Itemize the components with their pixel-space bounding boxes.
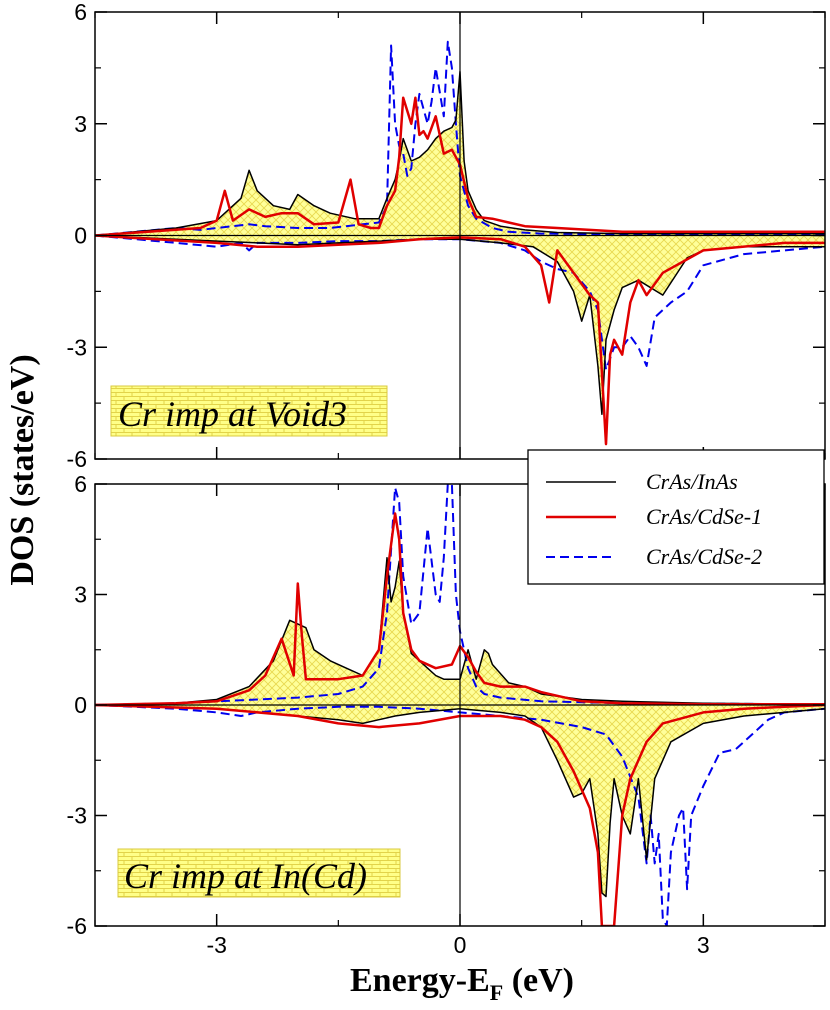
series-line-crascdse2-up [95, 40, 825, 237]
legend-label-crascdse1: CrAs/CdSe-1 [646, 504, 762, 529]
panel-in-cd: -6 -3 0 3 6 -3 0 3 Cr imp at In(Cd) [67, 471, 826, 958]
y-tick-label: -3 [67, 334, 87, 360]
x-axis-title-main: Energy-E [350, 962, 490, 999]
panel-void3: -6 -3 0 3 6 Cr imp at Void3 [67, 0, 826, 472]
y-tick-label: -6 [67, 913, 87, 939]
series-line-crascdse1-up [95, 512, 825, 707]
series-line-crasinas-down [95, 234, 825, 416]
series-line-crascdse1-up [95, 96, 825, 237]
legend-box [527, 449, 825, 585]
panel-void3-reference-lines [95, 12, 825, 459]
x-axis-title: Energy-EF (eV) [350, 962, 574, 1005]
panel-void3-curve-layer [95, 40, 825, 446]
y-tick-label: 3 [74, 582, 87, 608]
y-tick-label: 0 [74, 223, 87, 249]
y-tick-label: -3 [67, 803, 87, 829]
panel-in-cd-label-box: Cr imp at In(Cd) [117, 848, 401, 898]
x-axis-title-unit: (eV) [503, 962, 574, 999]
y-tick-label: 6 [74, 0, 87, 25]
panel-in-cd-frame [94, 483, 826, 927]
series-line-crascdse1-down [95, 234, 825, 446]
panel-void3-label-box: Cr imp at Void3 [110, 385, 388, 437]
panel-void3-label: Cr imp at Void3 [118, 394, 347, 434]
legend-label-crascdse2: CrAs/CdSe-2 [646, 544, 762, 569]
y-tick-label: 6 [74, 471, 87, 497]
y-axis-title: DOS (states/eV) [4, 354, 41, 585]
panel-void3-frame [94, 11, 826, 460]
series-line-crasinas-up [95, 70, 825, 237]
x-axis-title-subscript: F [490, 980, 503, 1005]
fill-area-crasinas-down [95, 235, 825, 415]
fill-area-crasinas-up [95, 557, 825, 705]
series-line-crasinas-down [95, 704, 825, 898]
x-tick-label: 3 [697, 932, 710, 958]
panel-in-cd-label: Cr imp at In(Cd) [124, 856, 367, 896]
panel-in-cd-curve-layer [95, 484, 825, 926]
legend-label-crasinas: CrAs/InAs [646, 469, 738, 494]
y-tick-label: -6 [67, 446, 87, 472]
y-tick-label: 3 [74, 111, 87, 137]
x-tick-label: 0 [454, 932, 467, 958]
panel-in-cd-reference-lines [95, 484, 825, 926]
series-line-crascdse1-down [95, 703, 825, 926]
x-tick-label: -3 [206, 932, 226, 958]
legend: CrAs/InAs CrAs/CdSe-1 CrAs/CdSe-2 [527, 449, 825, 585]
y-tick-label: 0 [74, 692, 87, 718]
panel-in-cd-ticks: -6 -3 0 3 6 -3 0 3 [67, 471, 826, 958]
series-line-crascdse2-up [95, 484, 825, 706]
